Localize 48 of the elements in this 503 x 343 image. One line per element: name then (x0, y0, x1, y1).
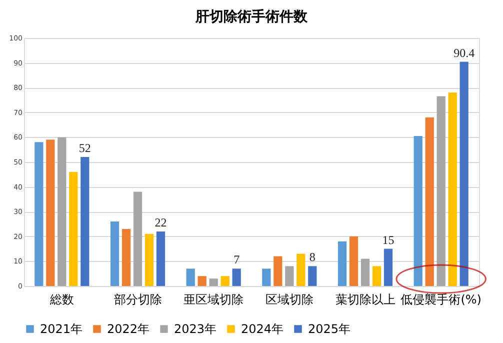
bar (122, 228, 131, 286)
x-tick-label: 部分切除 (114, 292, 162, 306)
legend-label: 2023年 (174, 322, 217, 336)
x-tick-label: 総数 (48, 292, 74, 306)
data-label: 7 (234, 252, 240, 267)
x-tick-label: 葉切除以上 (335, 292, 396, 306)
bar (262, 268, 271, 286)
data-label: 8 (309, 250, 316, 264)
bar (285, 266, 294, 286)
bar (372, 266, 382, 286)
data-label: 22 (154, 215, 167, 230)
bar (220, 276, 230, 286)
bar (186, 268, 195, 286)
x-tick-label: 亜区域切除 (184, 292, 244, 306)
bar (156, 231, 166, 286)
bar (460, 62, 468, 286)
bar (274, 256, 282, 286)
bar (360, 258, 370, 286)
bar (448, 92, 457, 286)
data-label: 90.4 (454, 46, 475, 60)
bar (296, 254, 306, 286)
legend-label: 2024年 (241, 322, 284, 336)
x-tick-label: 区域切除 (265, 292, 314, 306)
bar (80, 157, 90, 286)
bar (34, 142, 44, 286)
legend-label: 2025年 (308, 322, 351, 336)
data-label: 15 (382, 232, 394, 247)
legend-label: 2022年 (107, 322, 150, 336)
bar (308, 266, 317, 286)
bar (46, 140, 55, 286)
data-label: 52 (78, 141, 91, 156)
bar (69, 172, 78, 286)
chart-title: 肝切除術手術件数 (194, 8, 308, 25)
bar (209, 278, 218, 286)
bar (425, 117, 434, 286)
bar (436, 96, 446, 286)
bar (232, 268, 241, 286)
bar (414, 136, 422, 286)
bar (133, 192, 142, 286)
bar (58, 137, 66, 286)
bar (110, 222, 120, 286)
x-tick-label: 低侵襲手術(%) (400, 292, 482, 306)
bar (349, 236, 358, 286)
bar (338, 241, 347, 286)
legend-label: 2021年 (40, 322, 83, 336)
bar (144, 234, 154, 286)
bar (198, 276, 206, 286)
bar (384, 248, 393, 286)
